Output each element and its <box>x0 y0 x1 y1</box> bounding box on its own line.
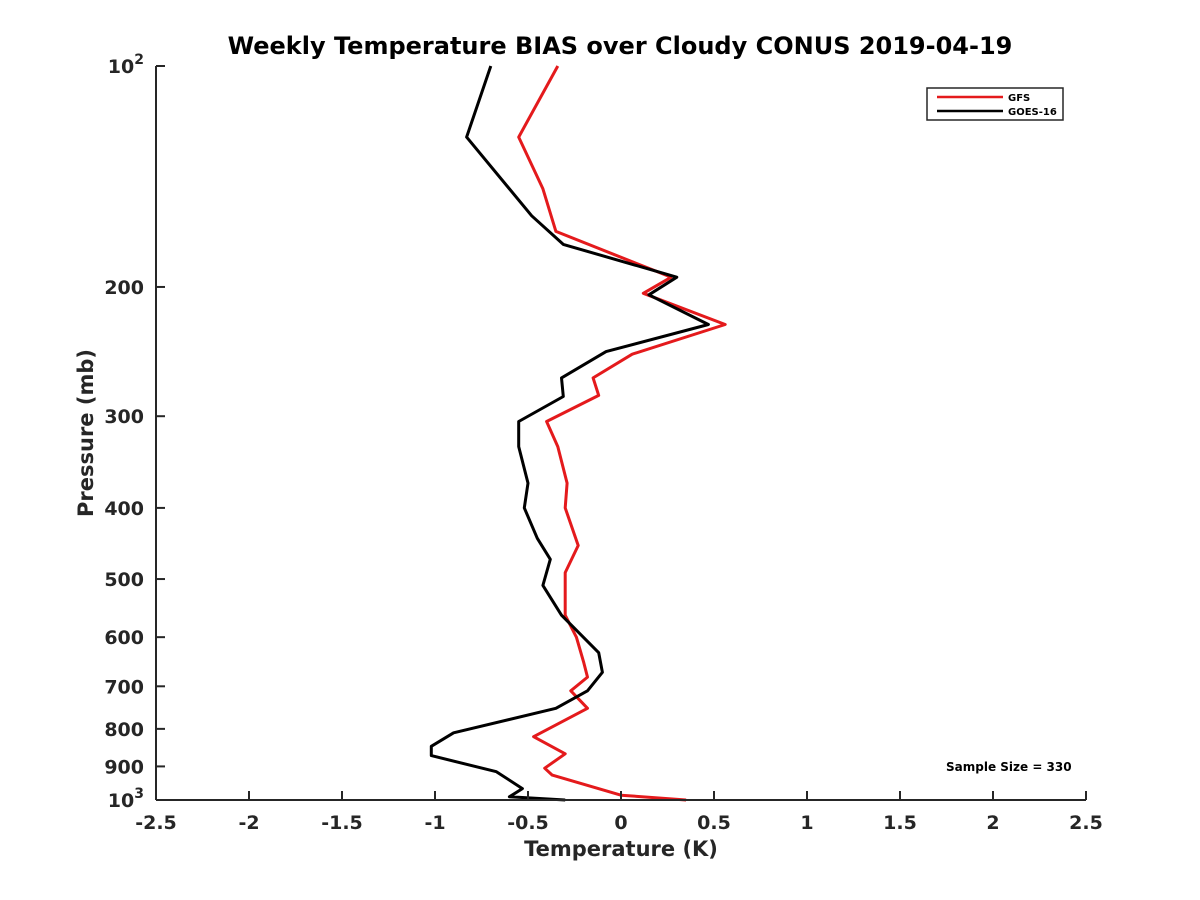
x-tick-label: -2.5 <box>135 812 177 834</box>
x-tick-label: -2 <box>238 812 259 834</box>
legend: GFS GOES-16 <box>926 87 1064 121</box>
x-ticks: -2.5 -2 -1.5 -1 -0.5 0 0.5 1 1.5 2 2.5 <box>135 791 1103 834</box>
x-tick-label: 1 <box>800 812 813 834</box>
y-tick-label: 800 <box>104 719 144 741</box>
x-tick-label: 2 <box>986 812 999 834</box>
y-tick-label: 102 <box>108 52 144 78</box>
x-tick-label: -1 <box>424 812 445 834</box>
x-tick-label: 0 <box>614 812 627 834</box>
x-tick-label: 1.5 <box>883 812 917 834</box>
y-ticks: 102 200 300 400 500 600 700 800 900 103 <box>104 52 165 812</box>
y-axis-label: Pressure (mb) <box>74 349 98 517</box>
x-axis-label: Temperature (K) <box>524 837 718 861</box>
x-tick-label: 2.5 <box>1069 812 1103 834</box>
chart-title: Weekly Temperature BIAS over Cloudy CONU… <box>228 32 1013 60</box>
legend-label-gfs: GFS <box>1008 93 1030 104</box>
legend-box <box>926 87 1064 121</box>
y-tick-label: 400 <box>104 498 144 520</box>
y-tick-label: 600 <box>104 627 144 649</box>
y-tick-label: 900 <box>104 756 144 778</box>
y-tick-label: 300 <box>104 406 144 428</box>
plot-lines <box>429 65 727 802</box>
series-line-goes16 <box>429 65 710 802</box>
y-tick-label: 103 <box>108 786 144 812</box>
x-tick-label: -0.5 <box>507 812 549 834</box>
series-line-gfs <box>517 65 727 802</box>
x-tick-label: 0.5 <box>697 812 731 834</box>
x-tick-label: -1.5 <box>321 812 363 834</box>
y-tick-label: 200 <box>104 277 144 299</box>
y-tick-label: 500 <box>104 569 144 591</box>
legend-label-goes16: GOES-16 <box>1008 107 1057 118</box>
y-tick-label: 700 <box>104 676 144 698</box>
sample-size-annotation: Sample Size = 330 <box>946 760 1072 774</box>
